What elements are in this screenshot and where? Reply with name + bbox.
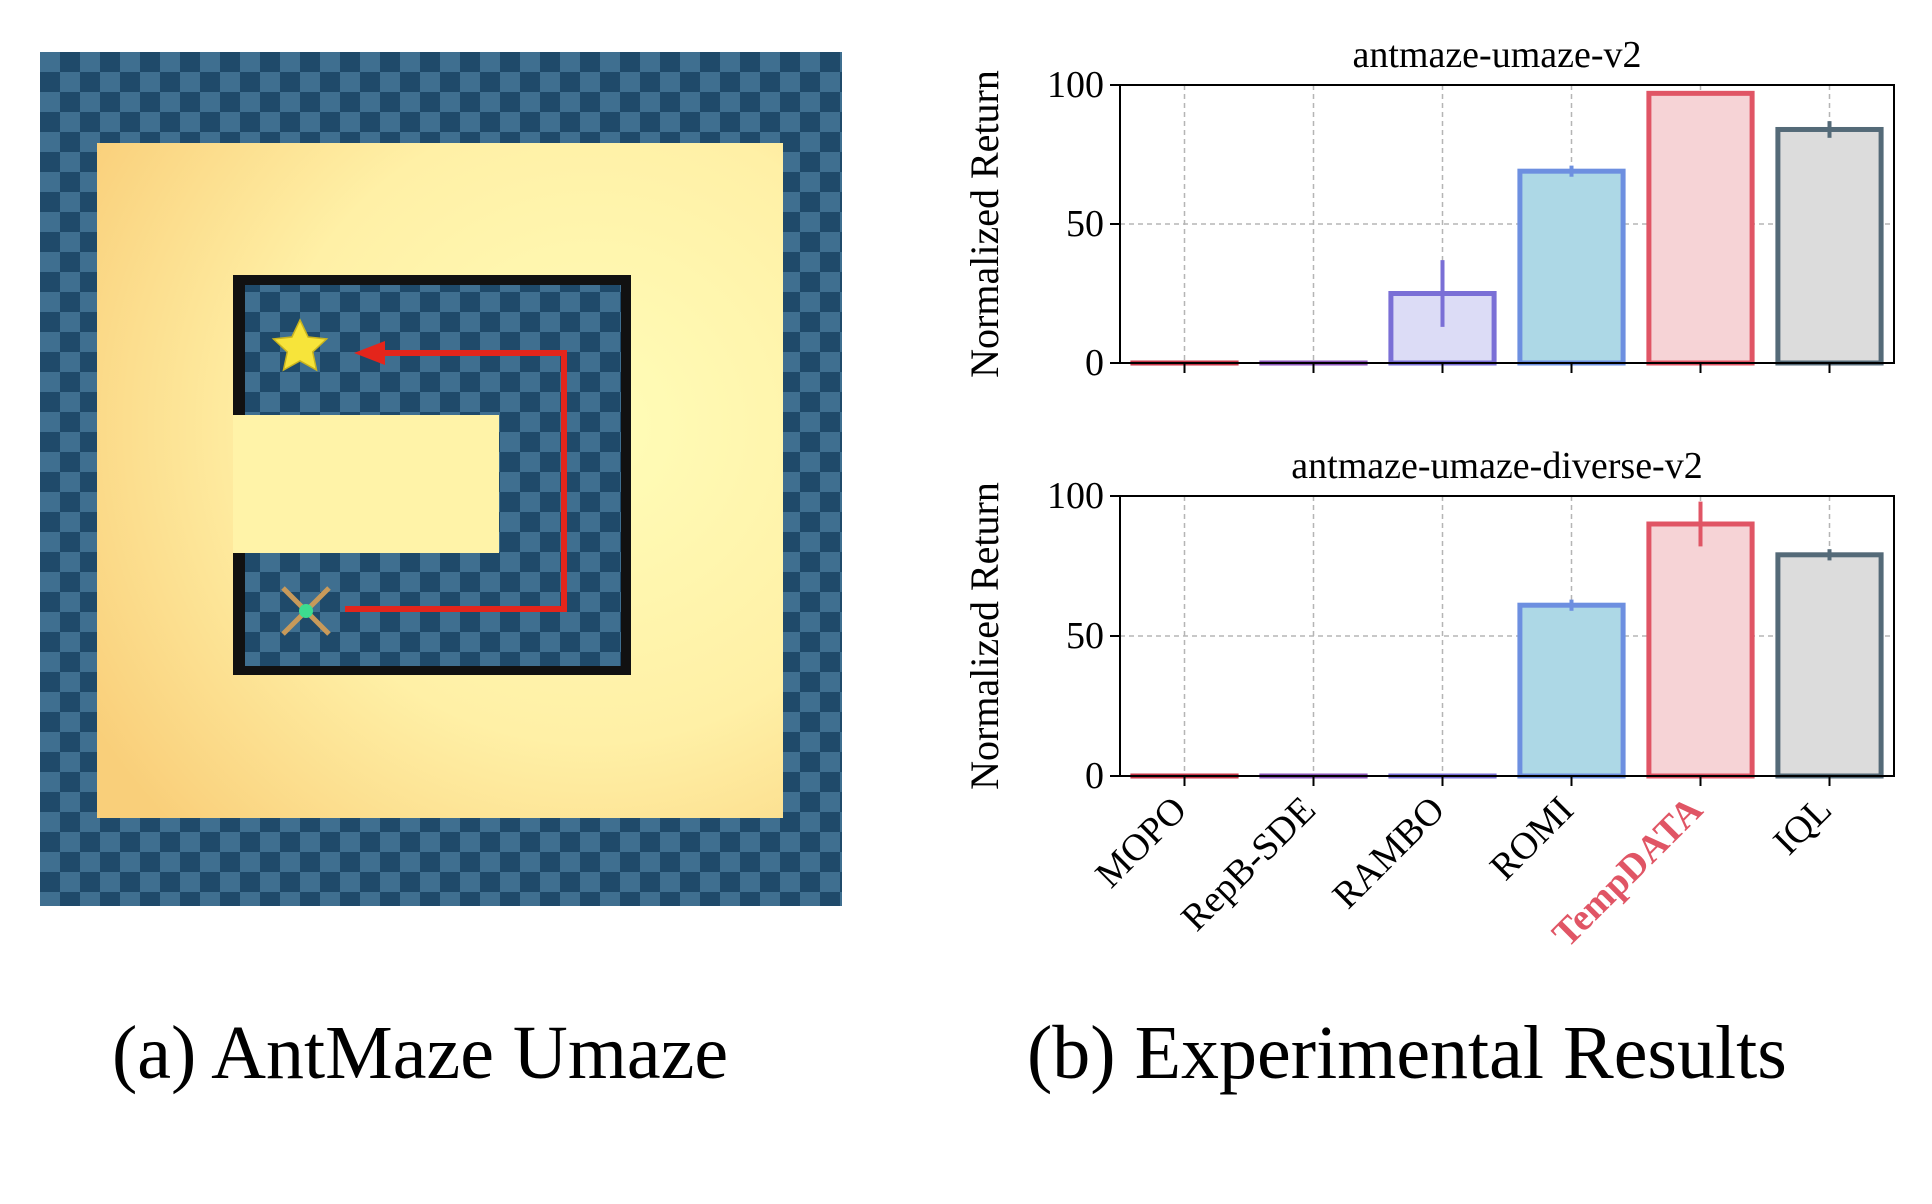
bar-tempdata — [1646, 521, 1755, 779]
x-tick-label-repb-sde: RepB-SDE — [1173, 789, 1324, 940]
chart-title: antmaze-umaze-v2 — [1352, 34, 1641, 76]
caption-experimental-results: (b) Experimental Results — [1027, 1011, 1787, 1095]
antmaze-render — [40, 52, 842, 906]
bar-iql — [1775, 126, 1884, 366]
y-tick-label: 50 — [1066, 615, 1104, 657]
y-axis-label: Normalized Return — [962, 70, 1007, 378]
y-tick-label: 100 — [1047, 475, 1104, 517]
y-axis-label: Normalized Return — [962, 482, 1007, 790]
experimental-results-panel: 0 50 100 antmaze-umaze-v2 Normalized Return 0… — [950, 20, 1910, 1000]
y-tick-label: 100 — [1047, 64, 1104, 106]
chart-2: 0 50 100 antmaze-umaze-diverse-v2 Normalized… — [962, 445, 1895, 955]
maze-inner-block — [233, 415, 499, 553]
bar-romi — [1517, 602, 1626, 779]
y-tick-label: 50 — [1066, 203, 1104, 245]
caption-antmaze-umaze: (a) AntMaze Umaze — [112, 1011, 729, 1095]
bar-romi — [1517, 168, 1626, 366]
antmaze-umaze-panel — [40, 52, 842, 906]
x-tick-label-iql: IQL — [1765, 789, 1839, 863]
x-tick-label-romi: ROMI — [1482, 789, 1582, 889]
path-arrow-icon — [345, 350, 567, 612]
goal-star-icon — [271, 318, 329, 372]
chart-title: antmaze-umaze-diverse-v2 — [1291, 445, 1702, 487]
y-tick-label: 0 — [1085, 755, 1104, 797]
chart-1: 0 50 100 antmaze-umaze-v2 Normalized Return — [962, 34, 1895, 384]
x-tick-label-rambo: RAMBO — [1325, 789, 1453, 917]
x-tick-label-mopo: MOPO — [1088, 789, 1195, 896]
bar-iql — [1775, 552, 1884, 779]
bar-tempdata — [1646, 90, 1755, 366]
ant-agent-icon — [281, 586, 331, 636]
path-arrowhead-icon — [354, 341, 385, 365]
y-tick-label: 0 — [1085, 342, 1104, 384]
